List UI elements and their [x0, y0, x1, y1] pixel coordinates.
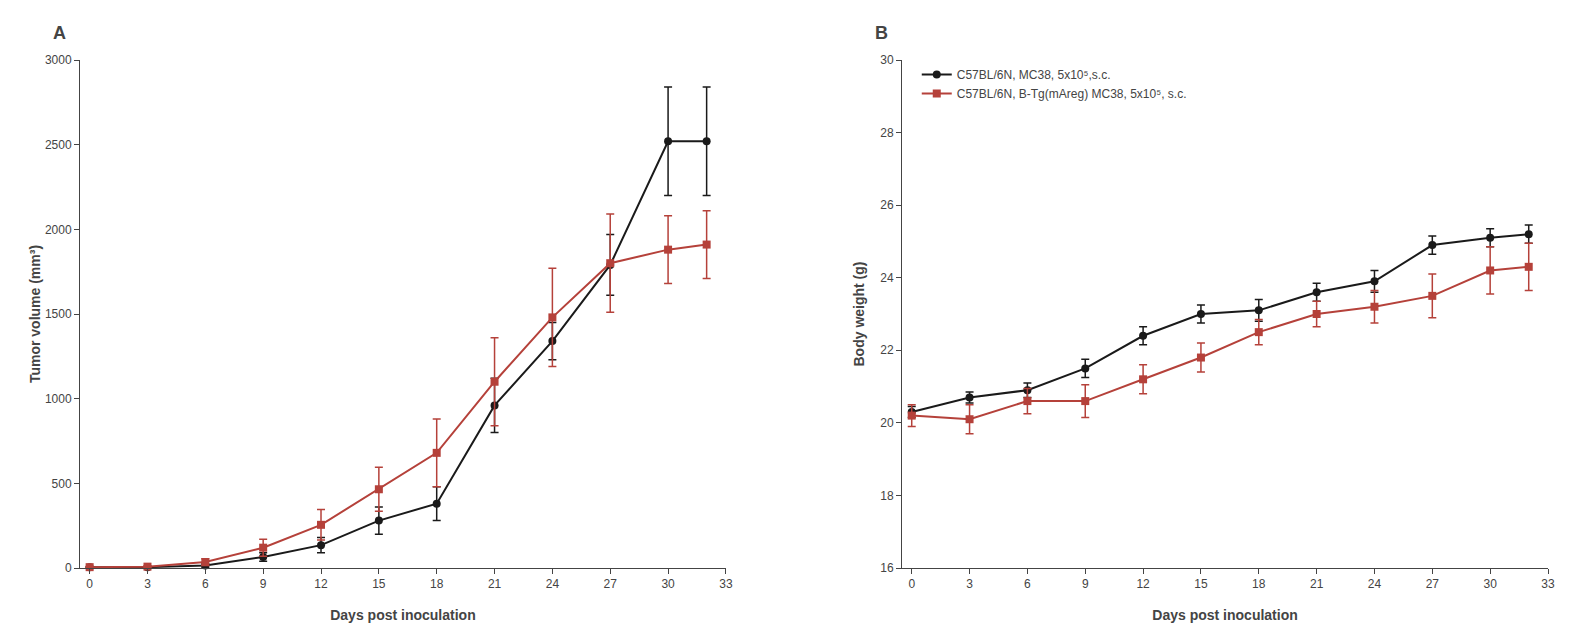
svg-text:3: 3 — [966, 577, 973, 591]
svg-text:27: 27 — [604, 577, 618, 591]
svg-text:9: 9 — [1082, 577, 1089, 591]
svg-text:12: 12 — [314, 577, 328, 591]
svg-text:28: 28 — [880, 126, 894, 140]
svg-text:0: 0 — [86, 577, 93, 591]
svg-text:33: 33 — [719, 577, 733, 591]
svg-text:24: 24 — [546, 577, 560, 591]
svg-text:24: 24 — [880, 271, 894, 285]
svg-text:6: 6 — [1024, 577, 1031, 591]
svg-text:Days post inoculation: Days post inoculation — [330, 607, 475, 623]
svg-text:9: 9 — [260, 577, 267, 591]
svg-text:30: 30 — [1483, 577, 1497, 591]
svg-text:26: 26 — [880, 198, 894, 212]
svg-text:27: 27 — [1426, 577, 1440, 591]
svg-text:0: 0 — [65, 561, 72, 575]
svg-text:30: 30 — [880, 53, 894, 67]
svg-text:22: 22 — [880, 343, 894, 357]
svg-text:3: 3 — [144, 577, 151, 591]
svg-text:18: 18 — [880, 489, 894, 503]
svg-text:C57BL/6N, B-Tg(mAreg) MC38, 5x: C57BL/6N, B-Tg(mAreg) MC38, 5x10⁵, s.c. — [957, 87, 1187, 101]
svg-text:20: 20 — [880, 416, 894, 430]
svg-text:24: 24 — [1368, 577, 1382, 591]
svg-text:Days post inoculation: Days post inoculation — [1152, 607, 1297, 623]
svg-text:33: 33 — [1541, 577, 1555, 591]
svg-text:16: 16 — [880, 561, 894, 575]
svg-text:C57BL/6N, MC38, 5x10⁵,s.c.: C57BL/6N, MC38, 5x10⁵,s.c. — [957, 68, 1111, 82]
svg-text:1000: 1000 — [45, 392, 72, 406]
svg-text:21: 21 — [1310, 577, 1324, 591]
svg-text:18: 18 — [1252, 577, 1266, 591]
svg-text:15: 15 — [372, 577, 386, 591]
svg-text:3000: 3000 — [45, 53, 72, 67]
svg-text:Body weight (g): Body weight (g) — [851, 262, 867, 367]
svg-text:6: 6 — [202, 577, 209, 591]
svg-text:A: A — [53, 23, 66, 43]
svg-text:B: B — [875, 23, 888, 43]
svg-text:15: 15 — [1194, 577, 1208, 591]
svg-text:1500: 1500 — [45, 307, 72, 321]
svg-text:21: 21 — [488, 577, 502, 591]
svg-text:18: 18 — [430, 577, 444, 591]
svg-text:0: 0 — [908, 577, 915, 591]
svg-text:2500: 2500 — [45, 138, 72, 152]
svg-text:30: 30 — [661, 577, 675, 591]
svg-text:500: 500 — [52, 477, 72, 491]
svg-text:Tumor volume (mm³): Tumor volume (mm³) — [27, 245, 43, 383]
svg-text:12: 12 — [1136, 577, 1150, 591]
svg-text:2000: 2000 — [45, 223, 72, 237]
